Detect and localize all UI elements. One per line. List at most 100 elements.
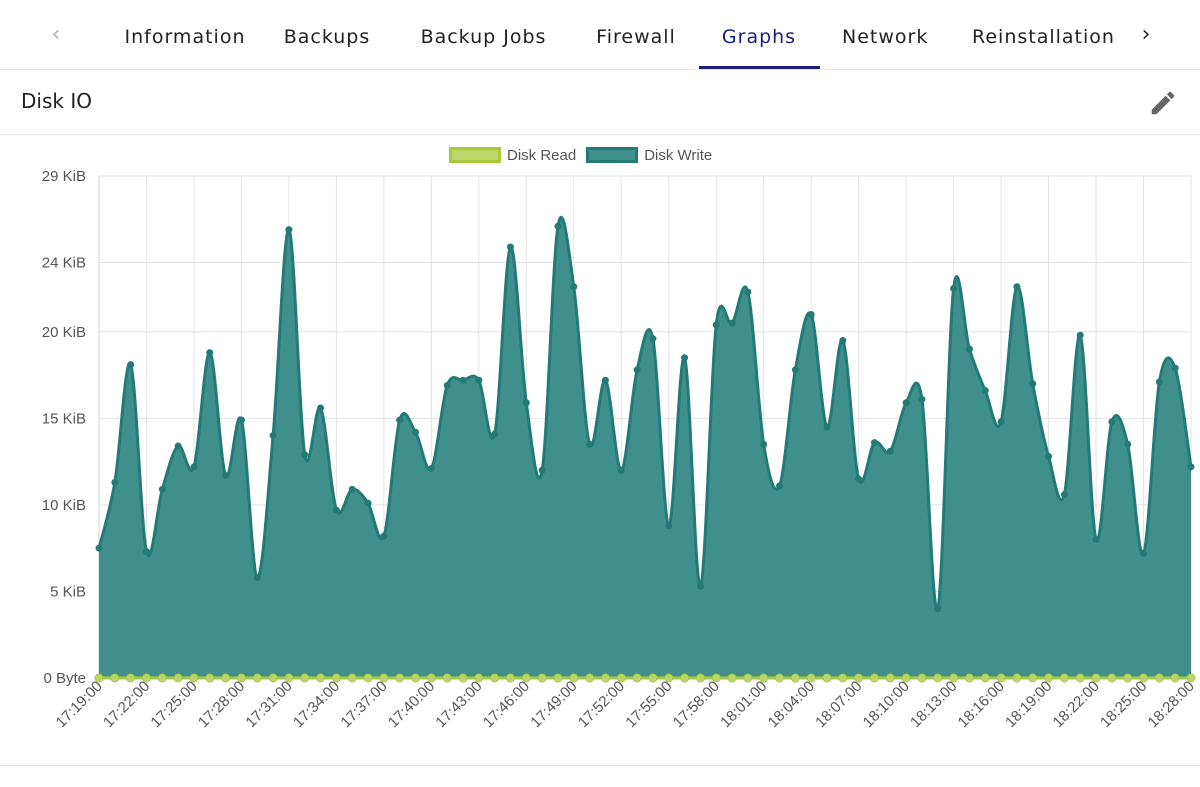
disk-read-point-24	[474, 673, 484, 683]
disk-write-point-3	[142, 548, 150, 556]
disk-read-point-57	[996, 673, 1006, 683]
disk-write-point-66	[1140, 549, 1148, 557]
disk-write-point-26	[506, 243, 514, 251]
disk-write-point-39	[712, 321, 720, 329]
disk-write-point-40	[728, 319, 736, 327]
disk-read-point-69	[1186, 673, 1196, 683]
tabs-scroll-left-button[interactable]: ‹	[36, 0, 76, 69]
tab-graphs[interactable]: Graphs	[721, 26, 797, 48]
disk-write-point-63	[1092, 536, 1100, 544]
x-tick-label: 18:01:00	[717, 678, 770, 731]
disk-read-point-41	[743, 673, 753, 683]
y-tick-label: 10 KiB	[42, 497, 86, 514]
x-tick-label: 17:55:00	[622, 678, 675, 731]
disk-read-point-34	[632, 673, 642, 683]
disk-read-point-28	[537, 673, 547, 683]
disk-read-point-7	[205, 673, 215, 683]
disk-read-point-20	[411, 673, 421, 683]
disk-write-point-21	[427, 465, 435, 473]
disk-write-point-69	[1187, 463, 1195, 471]
disk-write-point-68	[1171, 364, 1179, 372]
tab-network[interactable]: Network	[842, 26, 929, 48]
chart-legend: Disk Read Disk Write	[449, 145, 712, 165]
disk-read-point-64	[1107, 673, 1117, 683]
disk-read-point-26	[505, 673, 515, 683]
x-tick-label: 17:31:00	[242, 678, 295, 731]
tab-backups[interactable]: Backups	[283, 26, 371, 48]
disk-read-point-61	[1059, 673, 1069, 683]
legend-item-disk-write[interactable]: Disk Write	[586, 147, 712, 164]
tab-information[interactable]: Information	[124, 26, 246, 48]
x-tick-label: 18:28:00	[1145, 678, 1198, 731]
legend-swatch-disk-write	[586, 147, 639, 163]
disk-write-point-65	[1124, 440, 1132, 448]
edit-button[interactable]	[1148, 88, 1178, 118]
disk-read-point-35	[648, 673, 658, 683]
legend-label-disk-read: Disk Read	[507, 146, 577, 164]
disk-read-point-37	[680, 673, 690, 683]
disk-write-point-6	[190, 463, 198, 471]
disk-read-point-5	[173, 673, 183, 683]
x-tick-label: 17:28:00	[195, 678, 248, 731]
disk-write-point-28	[538, 466, 546, 474]
disk-read-point-16	[347, 673, 357, 683]
disk-read-point-51	[901, 673, 911, 683]
disk-write-point-22	[443, 381, 451, 389]
disk-read-point-30	[569, 673, 579, 683]
disk-read-point-19	[395, 673, 405, 683]
legend-item-disk-read[interactable]: Disk Read	[449, 147, 576, 164]
disk-read-point-36	[664, 673, 674, 683]
disk-read-point-8	[221, 673, 231, 683]
disk-read-point-43	[775, 673, 785, 683]
disk-read-point-1	[110, 673, 120, 683]
y-tick-label: 24 KiB	[42, 255, 86, 272]
disk-write-point-61	[1060, 491, 1068, 499]
disk-read-point-14	[316, 673, 326, 683]
disk-write-point-45	[807, 310, 815, 318]
x-tick-label: 18:25:00	[1097, 678, 1150, 731]
x-tick-label: 18:07:00	[812, 678, 865, 731]
disk-read-point-17	[363, 673, 373, 683]
disk-write-point-53	[934, 605, 942, 613]
x-tick-label: 17:49:00	[527, 678, 580, 731]
disk-write-point-52	[918, 395, 926, 403]
disk-write-point-46	[823, 423, 831, 431]
disk-write-point-18	[380, 532, 388, 540]
x-tick-label: 17:46:00	[480, 678, 533, 731]
tab-firewall[interactable]: Firewall	[596, 26, 676, 48]
legend-swatch-disk-read	[449, 147, 501, 163]
disk-read-point-65	[1123, 673, 1133, 683]
disk-read-point-45	[806, 673, 816, 683]
disk-read-point-11	[268, 673, 278, 683]
tabs-scroll-right-button[interactable]: ›	[1126, 0, 1166, 69]
x-tick-label: 18:22:00	[1050, 678, 1103, 731]
tab-backup-jobs[interactable]: Backup Jobs	[420, 26, 547, 48]
disk-write-point-35	[649, 335, 657, 343]
disk-write-point-49	[870, 439, 878, 447]
disk-write-point-55	[965, 345, 973, 353]
disk-write-point-9	[237, 416, 245, 424]
disk-write-point-56	[981, 387, 989, 395]
disk-read-point-56	[980, 673, 990, 683]
disk-read-point-38	[695, 673, 705, 683]
disk-read-point-47	[838, 673, 848, 683]
y-axis-ticks: 0 Byte 5 KiB 10 KiB 15 KiB 20 KiB 24 KiB 29 Ki…	[42, 168, 86, 687]
disk-write-point-38	[696, 582, 704, 590]
tab-reinstallation[interactable]: Reinstallation	[972, 26, 1115, 48]
disk-read-point-60	[1044, 673, 1054, 683]
disk-write-point-50	[886, 447, 894, 455]
disk-read-point-9	[236, 673, 246, 683]
disk-write-point-12	[285, 226, 293, 234]
disk-read-point-13	[300, 673, 310, 683]
disk-write-point-5	[174, 442, 182, 450]
disk-read-point-39	[711, 673, 721, 683]
y-tick-label: 20 KiB	[42, 324, 86, 341]
disk-write-point-43	[776, 482, 784, 490]
disk-write-point-34	[633, 366, 641, 374]
tabs-viewport: Information Backups Backup Jobs Firewall…	[90, 0, 1124, 69]
disk-read-point-21	[426, 673, 436, 683]
disk-write-point-20	[412, 428, 420, 436]
panel-header: Disk IO	[0, 70, 1200, 135]
disk-write-point-41	[744, 288, 752, 296]
x-tick-label: 17:43:00	[432, 678, 485, 731]
